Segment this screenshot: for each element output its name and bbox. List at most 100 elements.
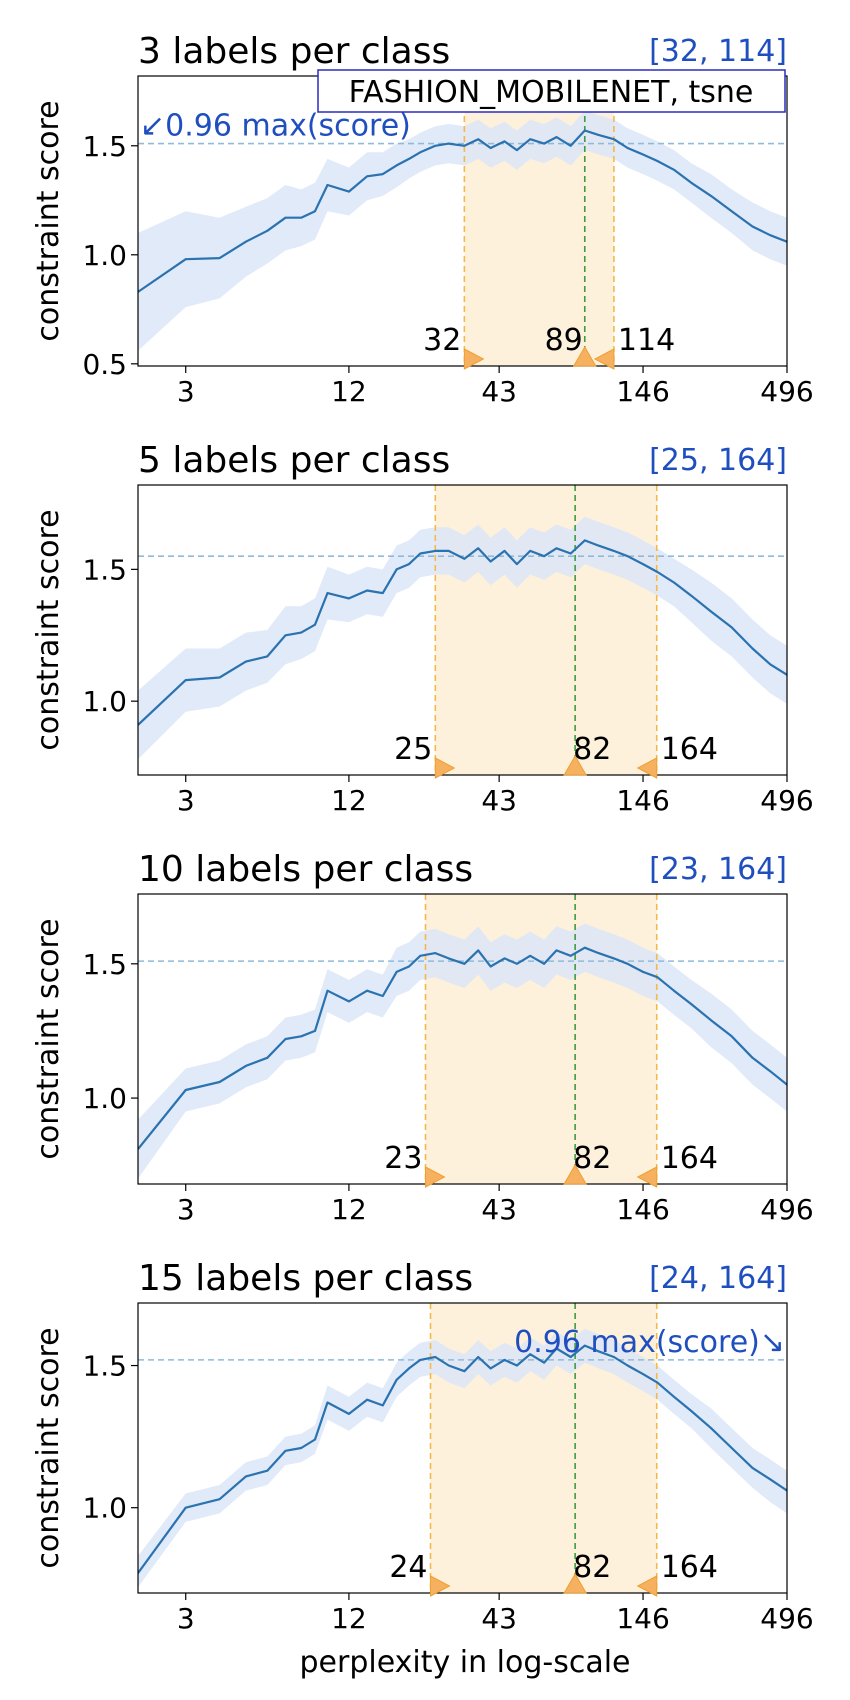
range-start-marker xyxy=(463,348,485,370)
range-end-marker xyxy=(636,757,658,779)
data-point xyxy=(184,679,187,681)
data-point xyxy=(348,597,350,600)
data-point xyxy=(642,153,644,156)
data-point xyxy=(626,147,629,149)
data-point xyxy=(477,547,480,550)
chart-panel-2: 3 12 43 146 496 1.0 1.5 constraint score 5 label… xyxy=(31,440,814,817)
data-point xyxy=(516,1364,518,1367)
data-point xyxy=(710,195,712,197)
data-point xyxy=(489,965,492,968)
x-tick-label: 3 xyxy=(177,784,195,817)
data-point xyxy=(529,1353,532,1356)
plot-area xyxy=(138,485,787,775)
data-point xyxy=(218,676,221,679)
data-point xyxy=(218,257,221,259)
data-point xyxy=(690,181,693,184)
data-point xyxy=(503,140,506,143)
data-point xyxy=(284,1038,287,1040)
y-tick-label: 1.0 xyxy=(82,1082,127,1115)
data-point xyxy=(300,216,303,219)
data-point xyxy=(447,550,450,552)
x-tick-label: 43 xyxy=(481,1602,517,1635)
data-point xyxy=(769,234,772,237)
y-axis-label: constraint score xyxy=(31,100,66,341)
data-point xyxy=(408,563,410,565)
data-point xyxy=(184,1506,187,1509)
data-point xyxy=(555,136,558,138)
chart-panel-1: 3 12 43 146 496 0.5 1.0 1.5 constraint score 3 la… xyxy=(31,31,814,408)
data-point xyxy=(555,1347,558,1350)
data-point xyxy=(751,1056,754,1059)
data-point xyxy=(690,594,693,597)
best-perplexity-marker xyxy=(563,755,588,776)
data-point xyxy=(348,1000,350,1003)
data-point xyxy=(489,560,492,563)
plot-area xyxy=(138,76,787,366)
data-point xyxy=(348,1412,350,1415)
x-tick-label: 43 xyxy=(481,784,517,817)
y-tick-label: 1.5 xyxy=(82,130,127,163)
range-end-value: 164 xyxy=(661,1141,718,1176)
data-point xyxy=(395,164,398,167)
plot-area xyxy=(138,894,787,1184)
best-perplexity-marker xyxy=(572,346,597,367)
plot-frame xyxy=(137,1302,788,1594)
y-tick-label: 0.5 xyxy=(82,348,127,381)
range-end-value: 164 xyxy=(661,732,718,767)
x-tick-label: 3 xyxy=(177,1602,195,1635)
data-point xyxy=(656,160,659,162)
data-point xyxy=(516,563,518,565)
data-point xyxy=(626,555,629,558)
data-point xyxy=(642,1373,644,1375)
panel-title: 10 labels per class xyxy=(138,849,473,890)
y-axis-label: constraint score xyxy=(31,1327,66,1568)
data-point xyxy=(366,589,368,592)
data-point xyxy=(769,663,772,666)
data-point xyxy=(503,957,506,960)
data-point xyxy=(555,949,558,952)
x-axis-label: perplexity in log-scale xyxy=(299,1645,630,1680)
data-point xyxy=(395,568,398,571)
panel-title: 3 labels per class xyxy=(138,31,450,72)
x-tick-label: 12 xyxy=(331,1193,367,1226)
range-start-value: 23 xyxy=(384,1141,422,1176)
data-point xyxy=(769,1478,772,1481)
data-point xyxy=(673,989,675,992)
data-point xyxy=(613,138,615,141)
legend-text: FASHION_MOBILENET, tsne xyxy=(349,75,754,110)
y-tick-label: 1.5 xyxy=(82,948,127,981)
plot-frame xyxy=(137,893,788,1185)
data-point xyxy=(447,142,450,145)
range-label: [24, 164] xyxy=(649,1261,787,1296)
data-point xyxy=(218,1498,221,1501)
range-start-value: 25 xyxy=(394,732,432,767)
data-point xyxy=(583,946,586,949)
data-point xyxy=(284,1449,287,1452)
data-point xyxy=(489,147,492,149)
data-point xyxy=(184,258,187,261)
data-point xyxy=(690,1410,693,1412)
x-tick-label: 3 xyxy=(177,1193,195,1226)
plot-frame xyxy=(137,484,788,776)
threshold-note: 0.96 max(score)↘ xyxy=(514,1325,785,1360)
data-point xyxy=(326,184,329,186)
data-point xyxy=(326,1401,329,1404)
data-point xyxy=(730,210,733,213)
range-start-marker xyxy=(424,1166,446,1188)
data-point xyxy=(656,976,659,979)
x-tick-label: 43 xyxy=(481,375,517,408)
data-point xyxy=(477,949,480,952)
threshold-note: ↙0.96 max(score) xyxy=(140,109,411,144)
data-point xyxy=(348,190,350,193)
panel-title: 15 labels per class xyxy=(138,1258,473,1299)
data-point xyxy=(583,539,586,542)
data-point xyxy=(730,1035,733,1038)
data-point xyxy=(244,1064,247,1067)
data-point xyxy=(569,1356,572,1358)
data-point xyxy=(730,1447,733,1449)
panels: 3 12 43 146 496 0.5 1.0 1.5 constraint score 3 la… xyxy=(31,31,814,1635)
data-point xyxy=(751,225,754,228)
range-label: [23, 164] xyxy=(649,852,787,887)
y-tick-label: 1.0 xyxy=(82,685,127,718)
plot-area xyxy=(138,1303,787,1593)
